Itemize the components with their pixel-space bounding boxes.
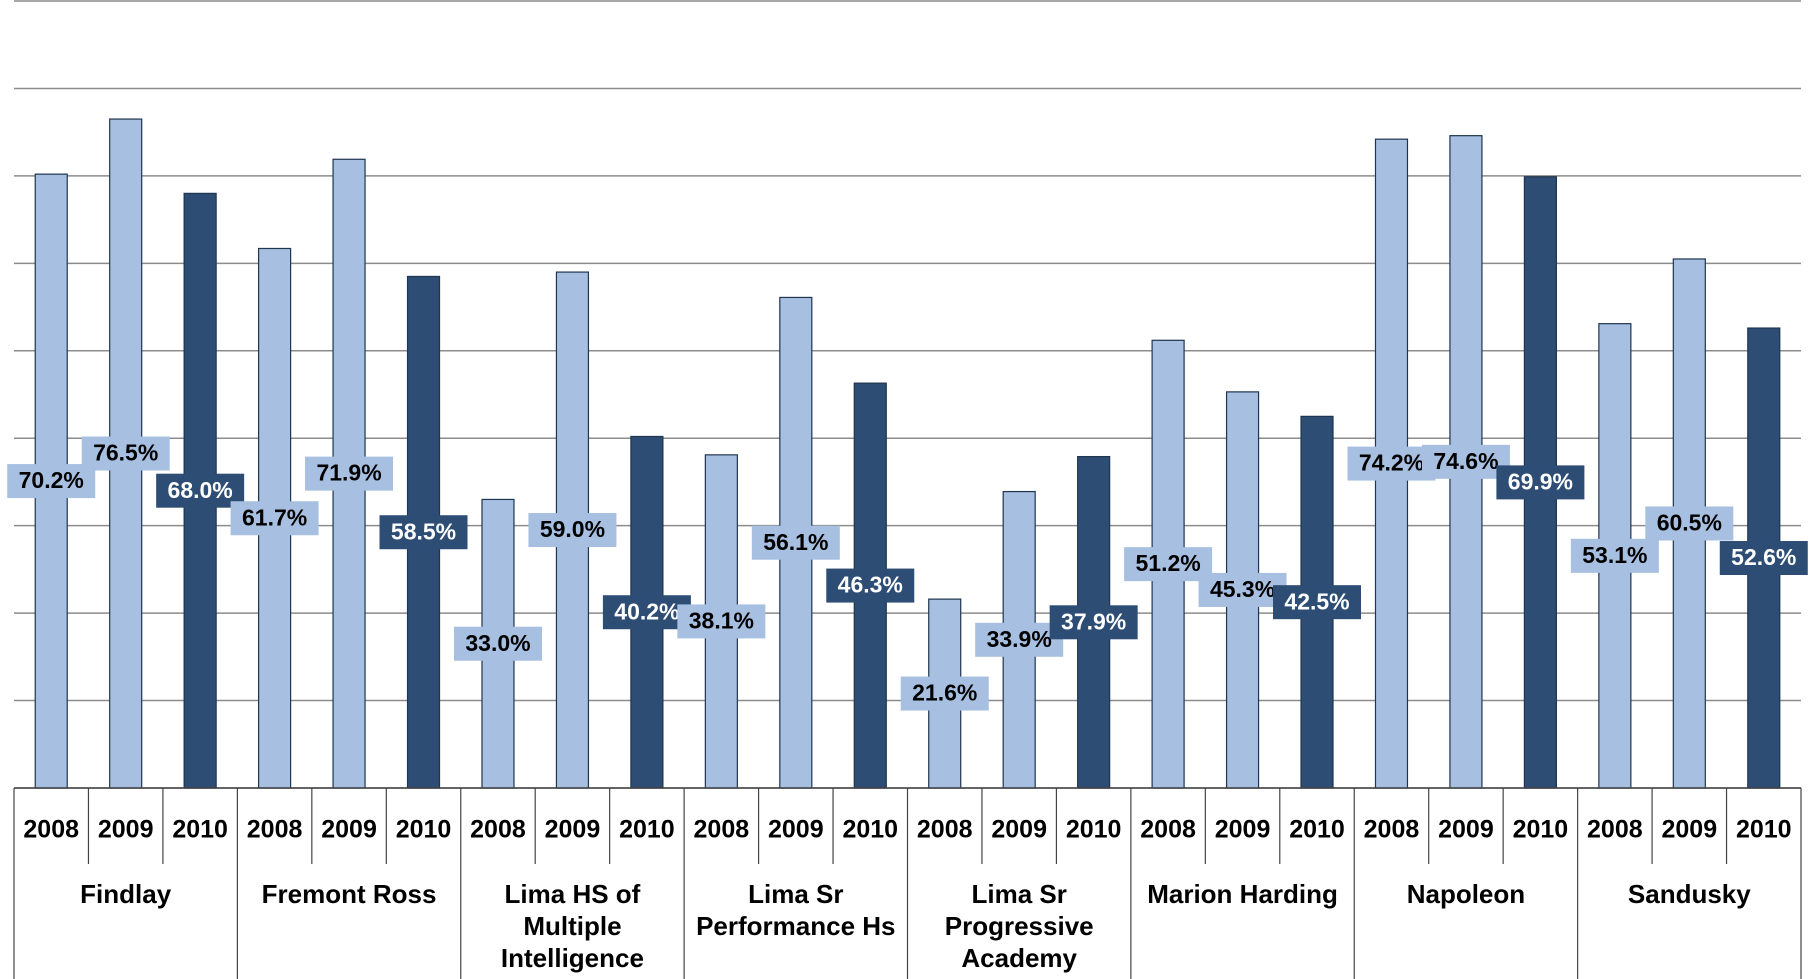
value-label: 53.1% [1582, 542, 1647, 568]
x-tick-label: 2008 [470, 816, 526, 844]
x-tick-label: 2009 [1662, 816, 1718, 844]
group-label: Fremont Ross [261, 879, 437, 909]
x-tick-label: 2008 [23, 816, 79, 844]
value-label: 46.3% [838, 572, 903, 598]
x-tick-label: 2010 [619, 816, 675, 844]
value-label-box [1049, 605, 1138, 640]
x-tick-label: 2009 [1215, 816, 1271, 844]
x-tick-label: 2010 [1066, 816, 1122, 844]
value-label-box [1645, 506, 1734, 541]
value-label-box [379, 515, 468, 550]
x-tick-label: 2010 [396, 816, 452, 844]
group-label: Lima Sr Progressive Academy [944, 879, 1094, 973]
value-label: 37.9% [1061, 608, 1126, 634]
x-tick-label: 2009 [321, 816, 377, 844]
value-label: 71.9% [316, 460, 381, 486]
value-label-box [1719, 541, 1808, 576]
x-tick-label: 2008 [1364, 816, 1420, 844]
value-label-box [1124, 547, 1213, 582]
group-label: Marion Harding [1147, 879, 1338, 909]
group-label: Lima HS of Multiple Intelligence [500, 879, 644, 973]
value-label: 70.2% [19, 467, 84, 493]
x-tick-label: 2008 [694, 816, 750, 844]
x-tick-label: 2008 [247, 816, 303, 844]
value-label: 74.6% [1433, 448, 1498, 474]
group-label: Lima Sr Performance Hs [696, 879, 896, 941]
value-label-box [81, 436, 170, 471]
x-tick-label: 2009 [1438, 816, 1494, 844]
value-label: 68.0% [168, 477, 233, 503]
x-tick-label: 2009 [768, 816, 824, 844]
value-label-box [975, 622, 1064, 657]
value-label: 74.2% [1359, 450, 1424, 476]
value-label-box [1496, 465, 1585, 500]
x-tick-label: 2008 [1140, 816, 1196, 844]
group-label: Napoleon [1406, 879, 1526, 909]
value-label-box [7, 464, 96, 499]
value-label: 69.9% [1508, 468, 1573, 494]
value-label-box [826, 568, 915, 603]
value-label-box [305, 456, 394, 491]
value-label-box [453, 626, 542, 661]
value-label: 52.6% [1731, 544, 1796, 570]
x-tick-label: 2008 [917, 816, 973, 844]
x-tick-label: 2010 [842, 816, 898, 844]
value-label: 42.5% [1284, 588, 1349, 614]
value-label: 56.1% [763, 529, 828, 555]
value-label: 38.1% [689, 607, 754, 633]
value-label-box [602, 595, 691, 630]
value-label-box [1570, 538, 1659, 573]
value-label: 59.0% [540, 516, 605, 542]
value-label-box [230, 501, 319, 536]
x-tick-label: 2010 [1289, 816, 1345, 844]
value-label: 21.6% [912, 680, 977, 706]
value-label-box [1273, 585, 1362, 620]
value-label-box [1421, 444, 1510, 479]
value-label: 76.5% [93, 440, 158, 466]
value-label-box [677, 604, 766, 639]
value-label-box [900, 676, 989, 711]
value-label: 60.5% [1657, 510, 1722, 536]
group-label: Sandusky [1627, 879, 1751, 909]
value-label: 58.5% [391, 518, 456, 544]
x-tick-label: 2008 [1587, 816, 1643, 844]
value-label: 45.3% [1210, 576, 1275, 602]
x-tick-label: 2009 [991, 816, 1047, 844]
x-tick-label: 2010 [1513, 816, 1569, 844]
value-label: 33.9% [987, 626, 1052, 652]
x-tick-label: 2009 [545, 816, 601, 844]
x-tick-label: 2010 [172, 816, 228, 844]
value-label-box [751, 525, 840, 560]
group-label: Findlay [80, 879, 172, 909]
x-tick-label: 2010 [1736, 816, 1792, 844]
value-label: 40.2% [614, 598, 679, 624]
value-label-box [156, 473, 245, 508]
value-label: 33.0% [465, 630, 530, 656]
value-label: 51.2% [1135, 550, 1200, 576]
value-label-box [1347, 446, 1436, 481]
value-label-box [1198, 572, 1287, 607]
x-tick-label: 2009 [98, 816, 154, 844]
value-label-box [528, 513, 617, 548]
value-label: 61.7% [242, 504, 307, 530]
